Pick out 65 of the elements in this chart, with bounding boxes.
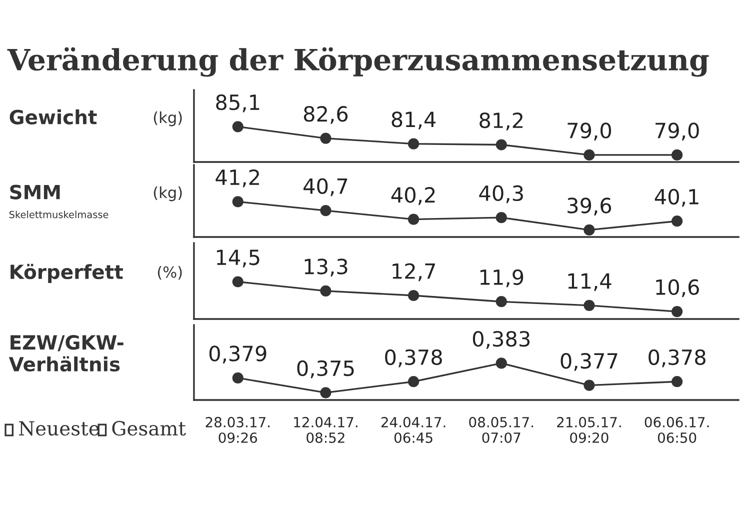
chart-title: Veränderung der Körperzusammensetzung <box>7 47 709 77</box>
point <box>496 296 507 308</box>
point <box>672 376 683 388</box>
data-label: 81,4 <box>392 112 436 130</box>
data-label: 0,383 <box>472 330 530 349</box>
point <box>232 196 244 208</box>
data-label: 14,5 <box>216 250 260 268</box>
point <box>672 216 683 227</box>
data-label: 0,378 <box>385 349 442 368</box>
point <box>672 306 683 318</box>
data-label: 40,7 <box>304 178 348 196</box>
text: Skelettmuskelmasse <box>9 210 108 218</box>
x-tick-label: 21.05.17. 09:20 <box>557 416 621 443</box>
data-label: 13,3 <box>304 258 348 277</box>
data-label: 79,0 <box>568 122 612 141</box>
data-label: 0,378 <box>648 349 706 368</box>
text: Gesamt <box>112 420 186 436</box>
data-label: 11,4 <box>568 273 612 292</box>
data-label: 0,379 <box>209 346 266 364</box>
data-label: 40,2 <box>391 187 435 205</box>
data-label: 85,1 <box>216 94 260 112</box>
data-label: 0,377 <box>560 353 618 371</box>
text: Neueste <box>19 421 99 436</box>
y-axis-title: Gewicht <box>10 109 97 124</box>
data-label: 40,3 <box>479 185 523 204</box>
x-tick-label: 28.03.17. 09:26 <box>206 416 270 443</box>
point <box>320 387 332 398</box>
data-label: 81,2 <box>480 112 522 130</box>
text: (kg) <box>154 186 182 202</box>
data-label: 82,6 <box>304 106 348 124</box>
y-axis-title: SMM <box>10 184 60 200</box>
text: (%) <box>158 266 182 280</box>
data-label: 79,0 <box>656 122 699 141</box>
point <box>408 214 420 225</box>
point <box>408 376 420 388</box>
data-label: 11,9 <box>480 269 524 288</box>
y-axis-title: EZW/GKW- Verhältnis <box>8 335 124 372</box>
point <box>232 372 244 384</box>
point <box>672 149 683 160</box>
point <box>232 276 244 288</box>
point <box>584 300 595 311</box>
x-tick-label: 06.06.17. 06:50 <box>644 416 709 443</box>
point <box>408 290 420 302</box>
y-axis-title: Körperfett <box>10 264 123 283</box>
point <box>584 380 595 391</box>
point <box>320 204 332 216</box>
point <box>232 121 244 132</box>
x-tick-label: 12.04.17. 08:52 <box>294 416 358 443</box>
data-label: 0,375 <box>297 360 354 378</box>
x-tick-label: 08.05.17. 07:07 <box>469 416 534 443</box>
point <box>320 285 332 296</box>
text: (kg) <box>154 111 182 126</box>
point <box>584 149 595 160</box>
point <box>496 139 507 150</box>
point <box>496 212 507 224</box>
x-tick-label: 24.04.17. 06:45 <box>381 416 446 443</box>
data-label: 40,1 <box>654 188 698 207</box>
point <box>320 132 332 144</box>
data-label: 10,6 <box>656 279 699 298</box>
point <box>584 224 595 236</box>
point <box>496 358 507 369</box>
data-label: 41,2 <box>216 169 259 188</box>
data-label: 12,7 <box>392 263 435 282</box>
data-label: 39,6 <box>568 198 612 216</box>
point <box>408 138 420 150</box>
